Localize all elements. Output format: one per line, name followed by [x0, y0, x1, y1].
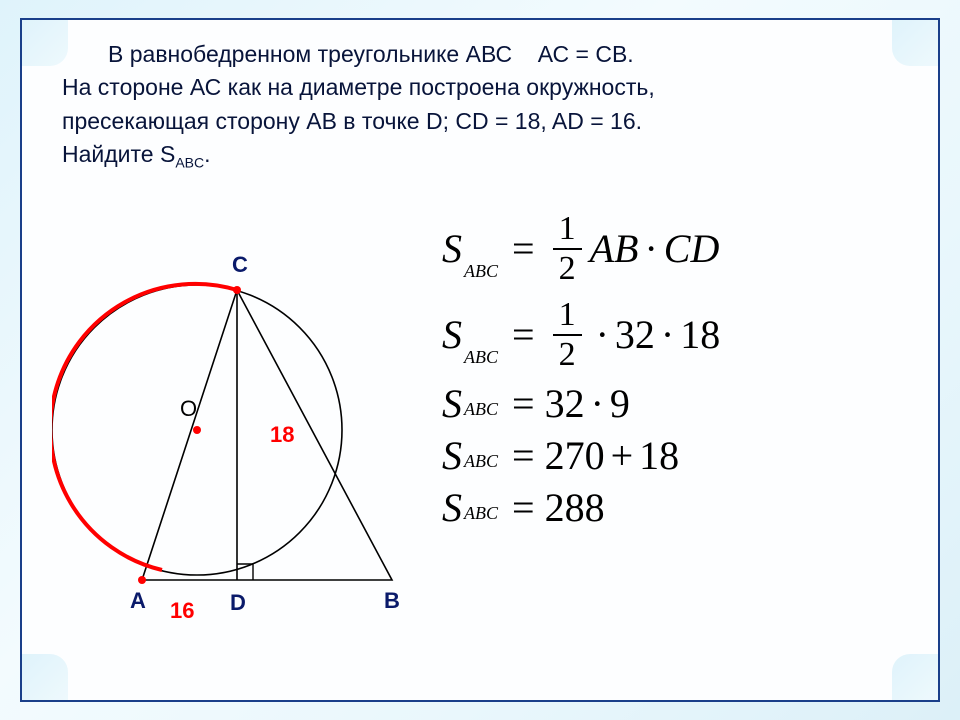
area-subscript: ABC: [464, 504, 498, 522]
problem-line3: пресекающая сторону АВ в точке D; CD = 1…: [62, 105, 912, 138]
equation-row-0: SABC=12AB·CD: [442, 212, 922, 286]
area-subscript: ABC: [464, 400, 498, 418]
equation-row-1: SABC=12·32·18: [442, 298, 922, 372]
svg-text:D: D: [230, 590, 246, 615]
area-subscript: ABC: [464, 348, 498, 366]
figure-svg: A B C D O 18 16: [52, 220, 432, 650]
equation-row-3: SABC=270+18: [442, 436, 922, 476]
problem-line1b: АС = СВ.: [538, 41, 634, 67]
svg-text:A: A: [130, 588, 146, 613]
area-symbol: S: [442, 229, 462, 269]
area-symbol: S: [442, 436, 462, 476]
svg-text:B: B: [384, 588, 400, 613]
area-symbol: S: [442, 488, 462, 528]
problem-sub: ABC: [175, 155, 204, 171]
equation-row-2: SABC=32·9: [442, 384, 922, 424]
problem-text: В равнобедренном треугольнике АВС АС = С…: [62, 38, 912, 173]
equation-row-4: SABC=288: [442, 488, 922, 528]
slide-card: В равнобедренном треугольнике АВС АС = С…: [20, 18, 940, 702]
corner-br: [892, 654, 940, 702]
corner-tl: [20, 18, 68, 66]
svg-text:16: 16: [170, 598, 194, 623]
problem-line4a: Найдите S: [62, 141, 175, 167]
problem-line1a: В равнобедренном треугольнике АВС: [108, 41, 512, 67]
area-subscript: ABC: [464, 262, 498, 280]
problem-line2: На стороне АС как на диаметре построена …: [62, 71, 912, 104]
geometry-figure: A B C D O 18 16: [52, 220, 432, 650]
svg-text:O: O: [180, 396, 197, 421]
corner-bl: [20, 654, 68, 702]
svg-text:18: 18: [270, 422, 294, 447]
equations-block: SABC=12AB·CD SABC=12·32·18 SABC=32·9 SABC=2…: [442, 200, 922, 540]
area-symbol: S: [442, 315, 462, 355]
area-symbol: S: [442, 384, 462, 424]
area-subscript: ABC: [464, 452, 498, 470]
svg-text:C: C: [232, 252, 248, 277]
problem-line4b: .: [204, 141, 210, 167]
